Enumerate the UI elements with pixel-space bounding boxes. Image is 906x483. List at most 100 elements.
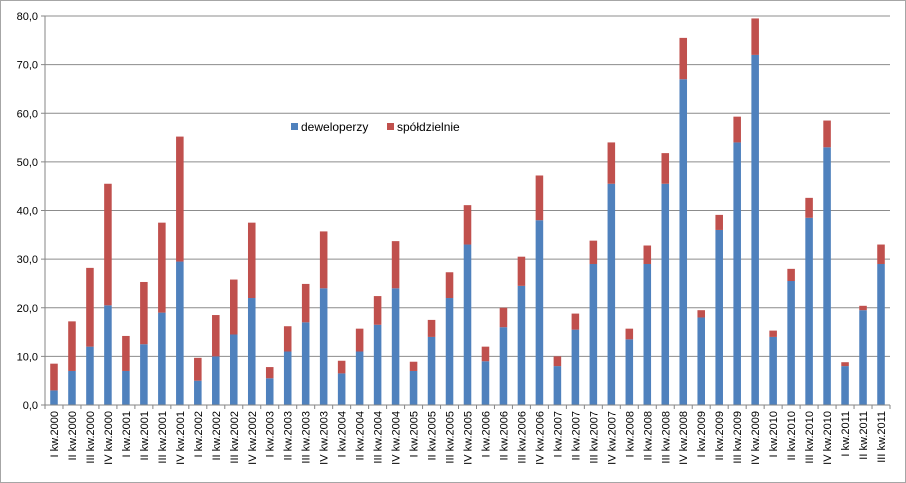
- legend: deweloperzy spółdzielnie: [291, 120, 460, 134]
- x-tick-label: III kw.2004: [373, 411, 385, 464]
- bar-deweloperzy: [50, 390, 58, 405]
- bar-spoldzielnie: [301, 283, 310, 323]
- bar-spoldzielnie: [319, 231, 328, 289]
- bar-spoldzielnie: [247, 222, 256, 299]
- y-tick-label: 80,0: [17, 11, 38, 23]
- bar-deweloperzy: [571, 329, 580, 405]
- x-tick-label: IV kw.2001: [175, 411, 187, 465]
- bar-deweloperzy: [409, 370, 418, 405]
- x-tick-label: III kw.2010: [804, 411, 816, 464]
- bar-deweloperzy: [283, 351, 292, 405]
- bar-spoldzielnie: [337, 360, 346, 374]
- bar-spoldzielnie: [427, 319, 436, 337]
- bar-deweloperzy: [122, 370, 130, 405]
- x-tick-label: III kw.2006: [516, 411, 528, 464]
- legend-swatch-deweloperzy: [291, 123, 298, 130]
- bar-spoldzielnie: [355, 328, 364, 352]
- bar-deweloperzy: [427, 336, 436, 405]
- bar-spoldzielnie: [158, 222, 166, 313]
- y-tick-label: 0,0: [23, 400, 38, 412]
- bar-spoldzielnie: [787, 268, 795, 282]
- bar-spoldzielnie: [68, 321, 76, 371]
- legend-label-deweloperzy: deweloperzy: [301, 120, 368, 134]
- bar-deweloperzy: [140, 344, 148, 405]
- x-tick-label: I kw.2009: [696, 411, 708, 457]
- x-tick-label: IV kw.2004: [391, 411, 403, 465]
- bar-deweloperzy: [212, 356, 220, 405]
- bar-deweloperzy: [355, 351, 364, 405]
- x-tick-label: II kw.2005: [427, 411, 439, 461]
- bar-deweloperzy: [715, 229, 723, 405]
- x-tick-label: I kw.2002: [193, 411, 205, 457]
- x-tick-label: I kw.2005: [409, 411, 421, 457]
- bar-deweloperzy: [463, 244, 472, 405]
- bar-deweloperzy: [86, 346, 94, 405]
- x-tick-label: I kw.2001: [121, 411, 133, 457]
- bar-spoldzielnie: [86, 267, 94, 347]
- x-tick-label: II kw.2000: [67, 411, 79, 461]
- y-tick-label: 10,0: [17, 351, 38, 363]
- x-tick-label: II kw.2002: [211, 411, 223, 461]
- bar-deweloperzy: [661, 183, 670, 405]
- x-tick-label: III kw.2007: [588, 411, 600, 464]
- bar-deweloperzy: [607, 183, 616, 405]
- bar-spoldzielnie: [194, 357, 202, 381]
- bar-deweloperzy: [499, 327, 508, 405]
- bar-deweloperzy: [517, 285, 526, 405]
- bar-spoldzielnie: [212, 315, 220, 357]
- x-tick-label: I kw.2007: [552, 411, 564, 457]
- bar-deweloperzy: [158, 312, 166, 405]
- x-tick-label: I kw.2008: [624, 411, 636, 457]
- bar-deweloperzy: [733, 142, 741, 406]
- y-tick-label: 70,0: [17, 60, 38, 72]
- x-tick-label: III kw.2008: [660, 411, 672, 464]
- bar-spoldzielnie: [122, 335, 130, 371]
- legend-swatch-spoldzielnie: [387, 123, 394, 130]
- bar-deweloperzy: [104, 305, 112, 405]
- x-tick-label: II kw.2003: [283, 411, 295, 461]
- bar-spoldzielnie: [373, 296, 382, 325]
- x-tick-label: IV kw.2005: [463, 411, 475, 465]
- x-tick-label: IV kw.2010: [822, 411, 834, 465]
- x-tick-label: III kw.2003: [301, 411, 313, 464]
- bar-deweloperzy: [589, 263, 598, 405]
- bar-deweloperzy: [877, 263, 885, 405]
- x-tick-label: III kw.2002: [229, 411, 241, 464]
- bars: [50, 18, 885, 406]
- bar-deweloperzy: [805, 217, 813, 405]
- x-tick-label: III kw.2001: [157, 411, 169, 464]
- x-tick-label: I kw.2010: [768, 411, 780, 457]
- bar-spoldzielnie: [697, 310, 705, 318]
- bar-deweloperzy: [445, 298, 454, 405]
- bar-deweloperzy: [337, 373, 346, 405]
- bar-spoldzielnie: [283, 326, 292, 352]
- x-tick-label: IV kw.2007: [606, 411, 618, 465]
- bar-spoldzielnie: [643, 245, 652, 264]
- bar-spoldzielnie: [805, 197, 813, 218]
- x-tick-label: IV kw.2002: [247, 411, 259, 465]
- x-tick-label: III kw.2009: [732, 411, 744, 464]
- bar-deweloperzy: [68, 370, 76, 405]
- bar-spoldzielnie: [769, 330, 777, 337]
- x-tick-label: IV kw.2008: [678, 411, 690, 465]
- bar-deweloperzy: [751, 54, 759, 406]
- bar-spoldzielnie: [140, 281, 148, 345]
- bar-spoldzielnie: [733, 116, 741, 143]
- bar-deweloperzy: [859, 310, 867, 405]
- x-tick-label: I kw.2011: [840, 411, 852, 457]
- y-tick-label: 30,0: [17, 254, 38, 266]
- bar-deweloperzy: [787, 281, 795, 405]
- x-tick-label: IV kw.2006: [534, 411, 546, 465]
- x-tick-label: II kw.2006: [498, 411, 510, 461]
- bar-deweloperzy: [679, 79, 688, 406]
- x-tick-label: I kw.2006: [480, 411, 492, 457]
- bar-deweloperzy: [391, 288, 400, 405]
- bar-deweloperzy: [301, 322, 310, 405]
- bar-spoldzielnie: [391, 241, 400, 289]
- x-tick-label: IV kw.2000: [103, 411, 115, 465]
- bar-deweloperzy: [769, 336, 777, 405]
- bar-deweloperzy: [823, 147, 831, 405]
- bar-spoldzielnie: [481, 346, 490, 362]
